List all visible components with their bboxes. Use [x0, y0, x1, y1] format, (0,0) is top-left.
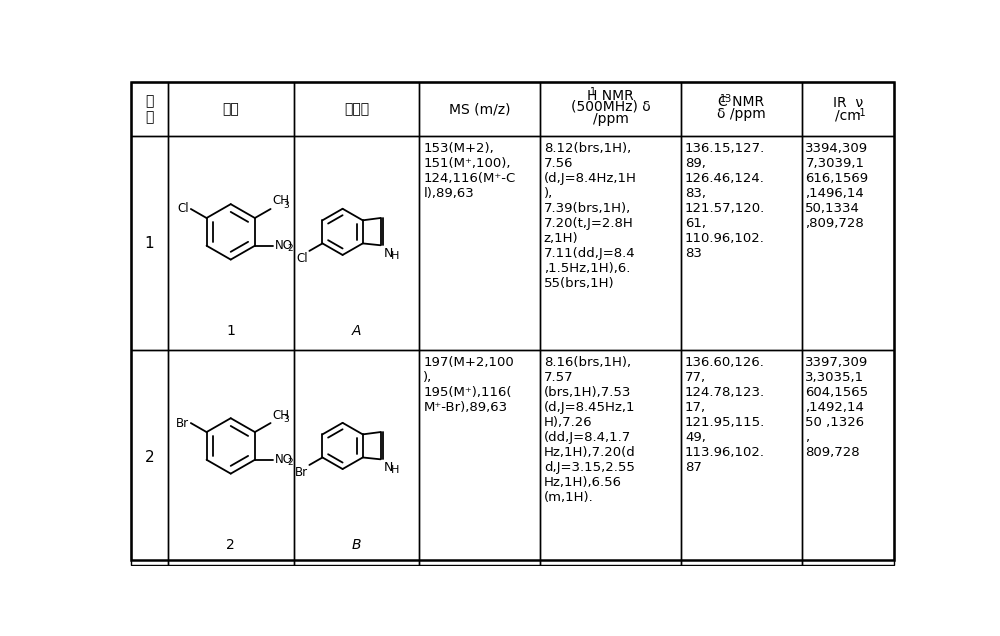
Text: 3: 3 [283, 201, 289, 210]
Text: H: H [391, 466, 400, 476]
Text: NO: NO [275, 453, 293, 466]
Text: Br: Br [295, 466, 308, 479]
Bar [131, 83, 168, 136]
Bar [131, 136, 168, 350]
Text: 1: 1 [226, 324, 235, 338]
Bar [540, 136, 681, 350]
Text: CH: CH [272, 408, 289, 422]
Bar [294, 83, 419, 136]
Text: (500MHz) δ: (500MHz) δ [571, 99, 650, 113]
Bar [802, 83, 894, 136]
Text: 2: 2 [287, 457, 293, 467]
Text: 2: 2 [287, 244, 293, 252]
Text: 153(M+2),
151(M⁺,100),
124,116(M⁺-C
l),89,63: 153(M+2), 151(M⁺,100), 124,116(M⁺-C l),8… [423, 142, 516, 200]
Text: Br: Br [176, 417, 189, 429]
Text: 1: 1 [145, 236, 154, 251]
Text: N: N [384, 247, 393, 259]
Text: 8.16(brs,1H),
7.57
(brs,1H),7.53
(d,J=8.45Hz,1
H),7.26
(dd,J=8.4,1.7
Hz,1H),7.20: 8.16(brs,1H), 7.57 (brs,1H),7.53 (d,J=8.… [544, 356, 636, 504]
Text: δ /ppm: δ /ppm [717, 107, 766, 121]
Text: IR  ν: IR ν [833, 96, 863, 110]
Text: 136.15,127.
89,
126.46,124.
83,
121.57,120.
61,
110.96,102.
83: 136.15,127. 89, 126.46,124. 83, 121.57,1… [685, 142, 765, 259]
Bar [168, 83, 294, 136]
Bar [294, 350, 419, 565]
Bar [540, 350, 681, 565]
Text: MS (m/z): MS (m/z) [449, 102, 510, 116]
Text: 13: 13 [720, 93, 732, 104]
Text: 3397,309
3,3035,1
604,1565
,1492,14
50 ,1326
,
809,728: 3397,309 3,3035,1 604,1565 ,1492,14 50 ,… [805, 356, 869, 459]
Text: 化合物: 化合物 [344, 102, 369, 116]
Bar [131, 350, 168, 565]
Bar [681, 83, 802, 136]
Bar [540, 83, 681, 136]
Text: H: H [391, 251, 400, 261]
Text: B: B [352, 538, 361, 552]
Text: 编
号: 编 号 [145, 94, 154, 125]
Bar [681, 136, 802, 350]
Bar [419, 350, 540, 565]
Bar [802, 136, 894, 350]
Text: 1: 1 [590, 88, 597, 97]
Bar [168, 350, 294, 565]
Text: 3: 3 [283, 415, 289, 424]
Text: /cm: /cm [835, 109, 861, 123]
Bar [168, 136, 294, 350]
Text: NO: NO [275, 239, 293, 252]
Text: 136.60,126.
77,
124.78,123.
17,
121.95,115.
49,
113.96,102.
87: 136.60,126. 77, 124.78,123. 17, 121.95,1… [685, 356, 765, 474]
Text: A: A [352, 324, 361, 338]
Text: -1: -1 [856, 107, 866, 118]
Text: 2: 2 [226, 538, 235, 552]
Text: CH: CH [272, 195, 289, 207]
Text: Cl: Cl [178, 202, 189, 216]
Bar [681, 350, 802, 565]
Text: 197(M+2,100
),
195(M⁺),116(
M⁺-Br),89,63: 197(M+2,100 ), 195(M⁺),116( M⁺-Br),89,63 [423, 356, 514, 414]
Text: 8.12(brs,1H),
7.56
(d,J=8.4Hz,1H
),
7.39(brs,1H),
7.20(t,J=2.8H
z,1H)
7.11(dd,J=: 8.12(brs,1H), 7.56 (d,J=8.4Hz,1H ), 7.39… [544, 142, 637, 290]
Bar [419, 136, 540, 350]
Text: C NMR: C NMR [718, 95, 764, 109]
Text: Cl: Cl [296, 252, 308, 265]
Bar [802, 350, 894, 565]
Text: /ppm: /ppm [593, 112, 628, 126]
Bar [419, 83, 540, 136]
Text: N: N [384, 461, 393, 474]
Text: 原料: 原料 [222, 102, 239, 116]
Text: 2: 2 [145, 450, 154, 465]
Text: 3394,309
7,3039,1
616,1569
,1496,14
50,1334
,809,728: 3394,309 7,3039,1 616,1569 ,1496,14 50,1… [805, 142, 869, 230]
Bar [294, 136, 419, 350]
Text: H NMR: H NMR [587, 88, 634, 102]
